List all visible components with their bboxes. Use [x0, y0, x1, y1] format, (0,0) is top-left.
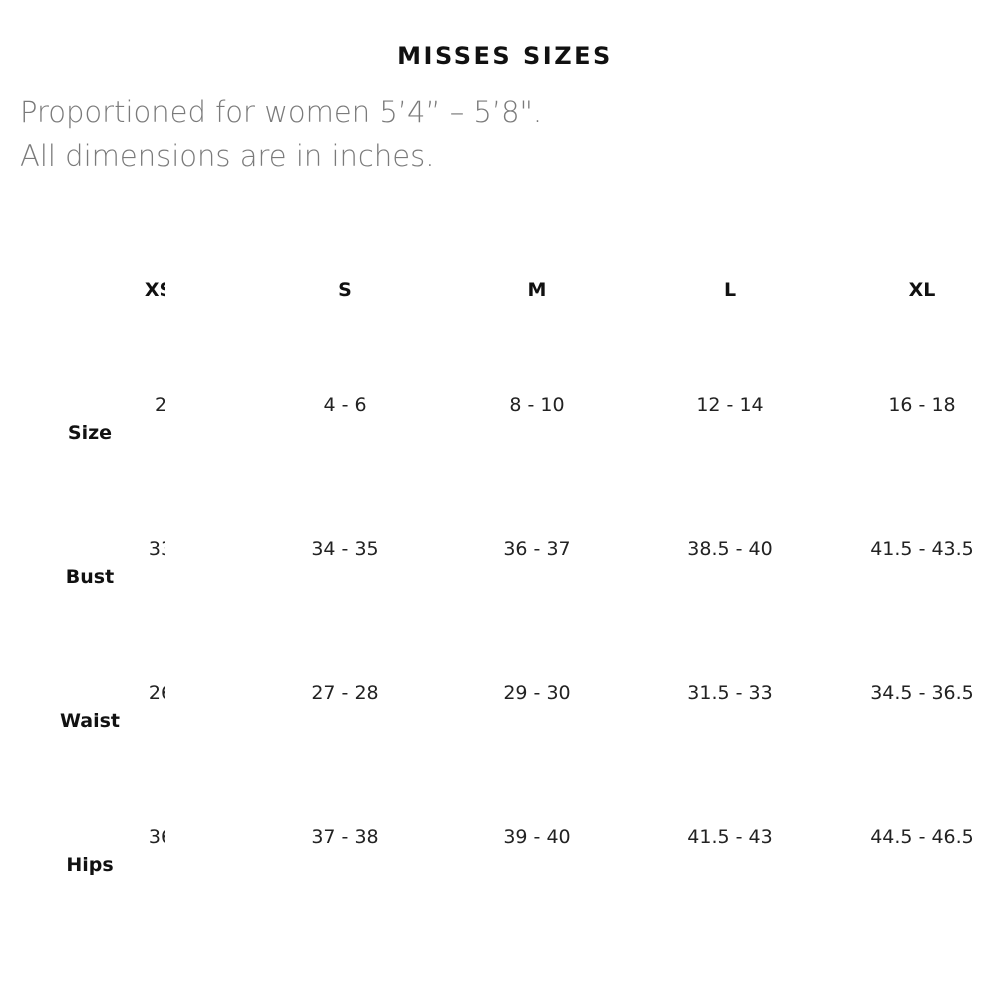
- table-cell: 36 - 37: [503, 538, 571, 560]
- table-cell: 37 - 38: [311, 826, 379, 848]
- xs-column-clip: XS 2 33 26 36: [0, 0, 165, 1000]
- row-label: Waist: [59, 710, 120, 732]
- column-header: L: [723, 279, 737, 301]
- table-cell: 34 - 35: [311, 538, 379, 560]
- table-cell: 39 - 40: [503, 826, 571, 848]
- table-cell: 2: [154, 394, 165, 416]
- table-cell: 36: [148, 826, 165, 848]
- table-cell: 41.5 - 43.5: [870, 538, 974, 560]
- table-cell: 16 - 18: [888, 394, 956, 416]
- column-header: M: [527, 279, 547, 301]
- table-cell: 34.5 - 36.5: [870, 682, 974, 704]
- row-label: Bust: [65, 566, 115, 588]
- subtitle-line-1: Proportioned for women 5’4” – 5’8".: [20, 95, 543, 129]
- column-header: XL: [908, 279, 936, 301]
- table-cell: 26: [148, 682, 165, 704]
- subtitle-line-2: All dimensions are in inches.: [20, 139, 435, 173]
- table-cell: 38.5 - 40: [687, 538, 773, 560]
- column-header: S: [338, 279, 352, 301]
- table-cell: 12 - 14: [696, 394, 764, 416]
- page-title: MISSES SIZES: [397, 42, 613, 70]
- table-cell: 41.5 - 43: [687, 826, 773, 848]
- table-cell: 33: [148, 538, 165, 560]
- row-label: Size: [67, 422, 113, 444]
- table-cell: 44.5 - 46.5: [870, 826, 974, 848]
- column-header: XS: [144, 279, 165, 301]
- row-label: Hips: [66, 854, 114, 876]
- table-cell: 27 - 28: [311, 682, 379, 704]
- table-cell: 4 - 6: [323, 394, 367, 416]
- table-cell: 8 - 10: [509, 394, 565, 416]
- table-cell: 31.5 - 33: [687, 682, 773, 704]
- table-cell: 29 - 30: [503, 682, 571, 704]
